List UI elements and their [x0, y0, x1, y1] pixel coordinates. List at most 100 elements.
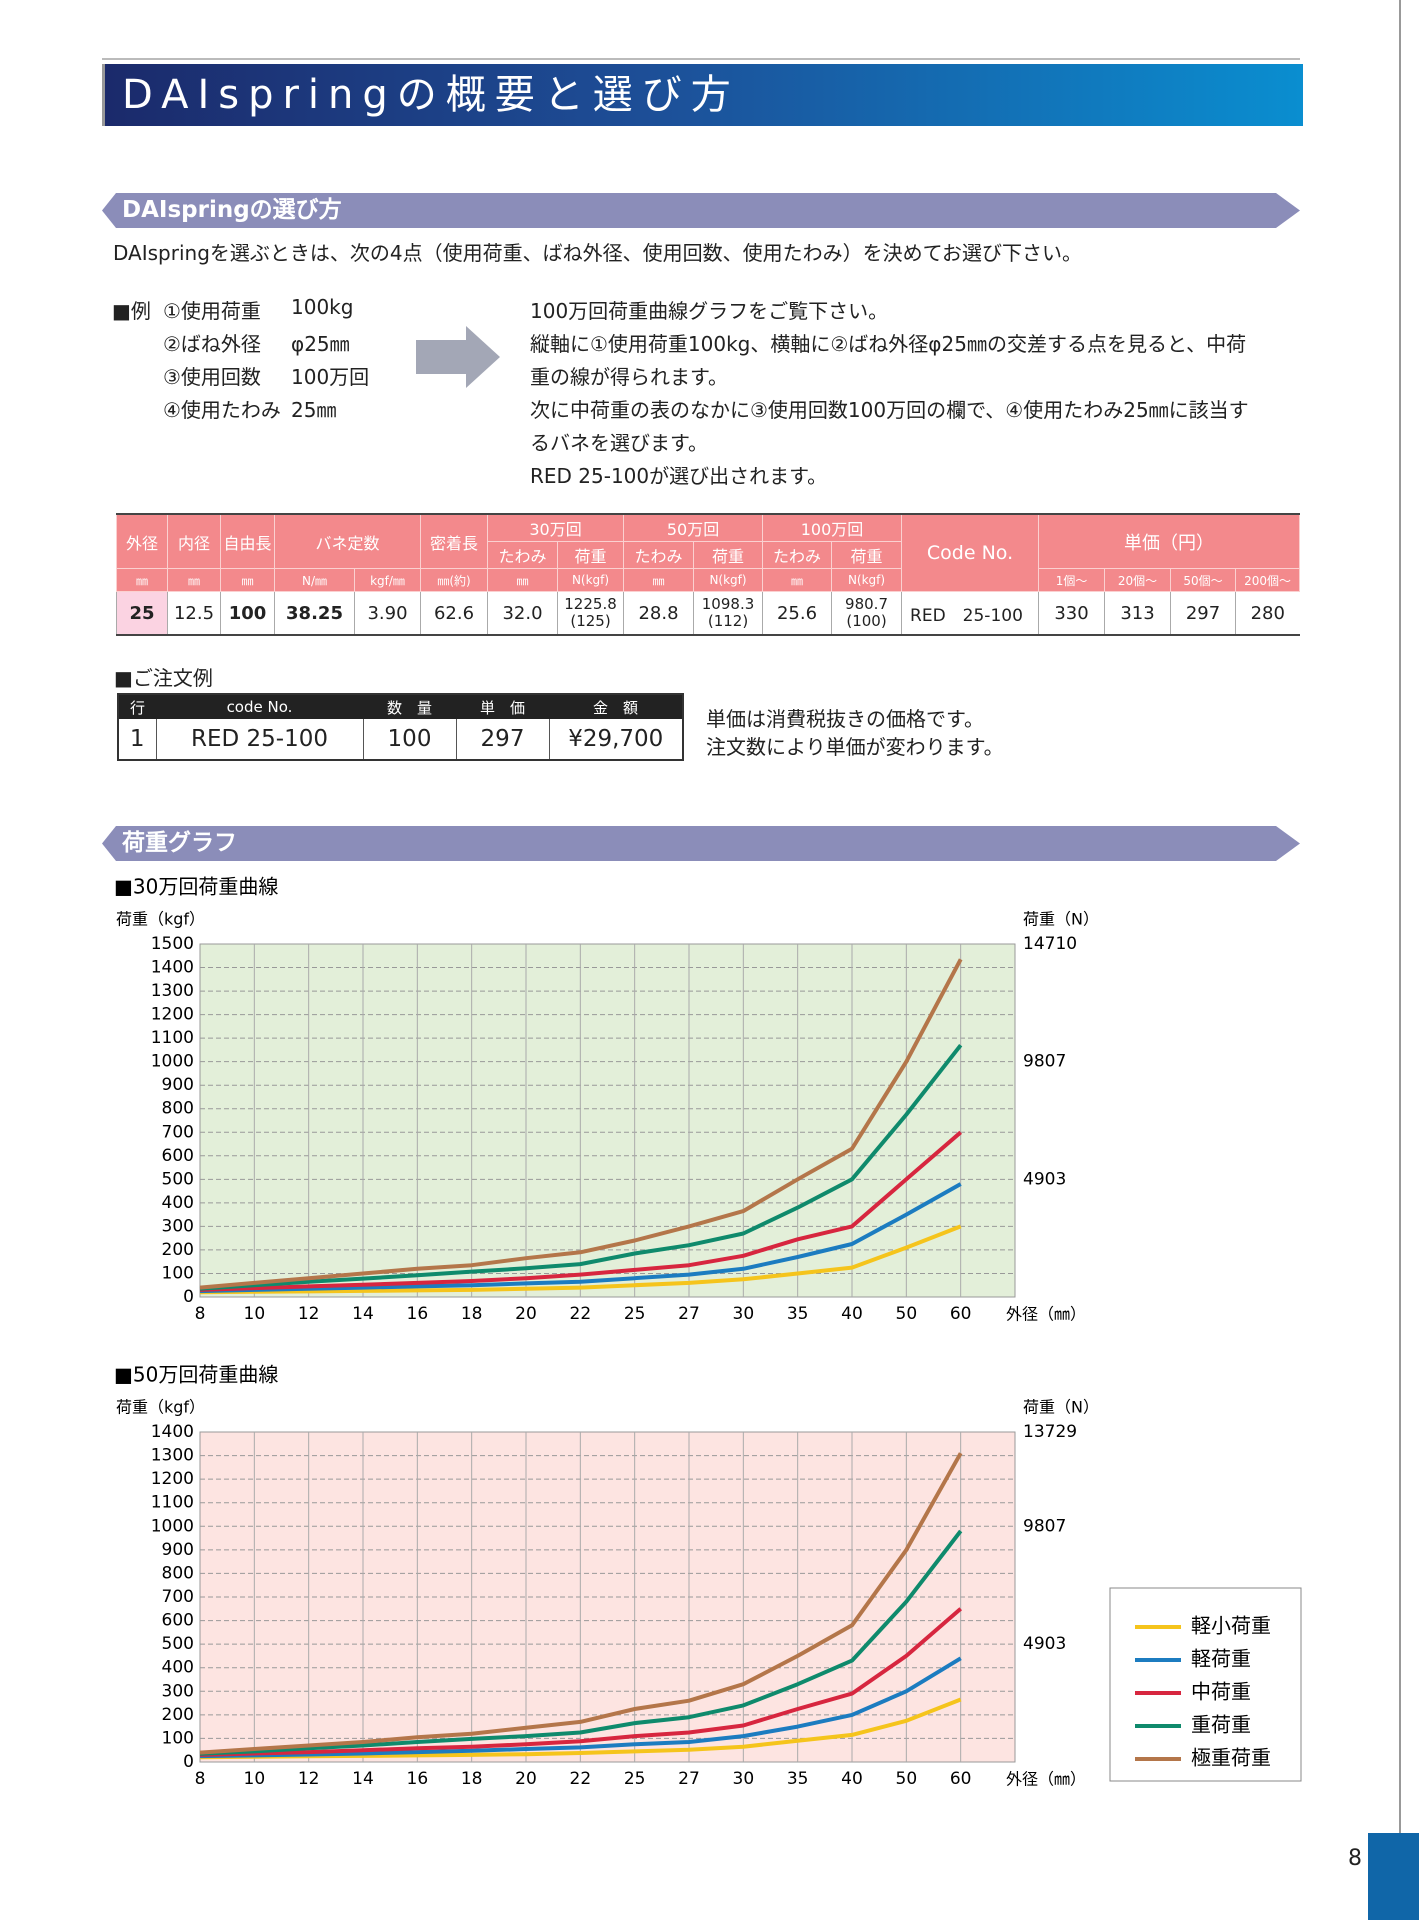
header-cell: 30万回: [487, 513, 625, 542]
y2-axis-label: 荷重（N）: [1023, 1398, 1099, 1417]
series-line: [199, 1182, 962, 1294]
x-tick-label: 8: [195, 1304, 206, 1324]
section-heading: 荷重グラフ: [102, 826, 1300, 861]
series-line: [199, 958, 963, 1290]
header-cell: 荷重: [831, 541, 903, 569]
x-tick-label: 60: [950, 1304, 972, 1324]
data-cell: 32.0: [487, 591, 558, 635]
x-tick-label: 16: [407, 1304, 429, 1324]
y-tick-label: 500: [162, 1634, 194, 1654]
x-tick-label: 30: [733, 1304, 755, 1324]
explanation-line: 次に中荷重の表のなかに③使用回数100万回の欄で、④使用たわみ25㎜に該当す: [530, 398, 1249, 422]
y-tick-label: 0: [183, 1752, 194, 1772]
series-line: [199, 1607, 963, 1757]
x-tick-label: 27: [678, 1304, 700, 1324]
order-row: 1 RED 25-100 100 297 ¥29,700: [117, 719, 683, 760]
x-tick-label: 20: [515, 1304, 537, 1324]
y-tick-label: 1400: [151, 958, 194, 978]
chart-title: ■30万回荷重曲線: [114, 875, 278, 899]
example-item: ③使用回数: [163, 365, 261, 389]
unit-cell: ㎜: [623, 568, 695, 592]
y-tick-label: 400: [162, 1193, 194, 1213]
legend-label: 重荷重: [1191, 1713, 1251, 1737]
data-cell: 3.90: [353, 591, 421, 635]
unit-cell: N(kgf): [831, 568, 903, 592]
y-tick-label: 400: [162, 1658, 194, 1678]
note: 単価は消費税抜きの価格です。: [706, 707, 984, 731]
series-line: [199, 1130, 963, 1292]
x-tick-label: 16: [407, 1769, 429, 1789]
data-cell: 12.5: [167, 591, 221, 635]
title-bar: [102, 64, 1303, 126]
order-cell: 100: [362, 719, 456, 760]
y-tick-label: 700: [162, 1122, 194, 1142]
order-header-cell: code No.: [156, 694, 363, 719]
data-cell: 28.8: [623, 591, 694, 635]
data-cell: 330: [1038, 591, 1105, 635]
header-cell: 荷重: [557, 541, 625, 569]
y-tick-label: 100: [162, 1263, 194, 1283]
section-heading: DAIspringの選び方: [102, 193, 1300, 228]
x-tick-label: 35: [787, 1769, 809, 1789]
example-value: 100kg: [291, 295, 354, 319]
y-tick-label: 1300: [151, 1446, 194, 1466]
example-item: ①使用荷重: [163, 299, 261, 323]
order-cell: ¥29,700: [548, 719, 683, 760]
cell-line: (112): [707, 612, 749, 630]
data-cell: 297: [1170, 591, 1236, 635]
header-cell: 自由長: [220, 513, 275, 569]
header-cell: たわみ: [623, 541, 695, 569]
example-value: 100万回: [291, 365, 370, 389]
cell-line: (100): [846, 612, 887, 630]
x-tick-label: 30: [733, 1769, 755, 1789]
y-tick-label: 900: [162, 1075, 194, 1095]
y2-tick-label: 13729: [1023, 1422, 1077, 1442]
order-heading: ■ご注文例: [114, 666, 213, 690]
header-cell: バネ定数: [273, 513, 422, 569]
order-header: 行 code No. 数 量単 価金 額: [118, 694, 683, 719]
header-cell: 単価（円）: [1038, 513, 1301, 569]
x-axis-label: 外径（㎜）: [1006, 1770, 1086, 1789]
arrow: [416, 326, 500, 388]
unit-cell: N(kgf): [693, 568, 764, 592]
data-cell: 25: [116, 591, 168, 635]
y-tick-label: 600: [162, 1611, 194, 1631]
x-tick-label: 18: [461, 1769, 483, 1789]
data-cell: 38.25: [274, 591, 355, 635]
data-row: 25 12.5 100 38.25 3.90 62.6 32.0 1225.8 (125) 28.…: [116, 591, 1300, 635]
cell-line: (125): [570, 612, 611, 630]
unit-cell: 1個～: [1038, 568, 1106, 592]
legend-label: 極重荷重: [1191, 1746, 1271, 1770]
series-line: [199, 1043, 963, 1291]
x-tick-label: 22: [570, 1304, 592, 1324]
x-tick-label: 25: [624, 1769, 646, 1789]
series-line: [199, 1224, 962, 1295]
explanation-line: 100万回荷重曲線グラフをご覧下さい。: [530, 299, 889, 323]
legend-label: 軽小荷重: [1191, 1614, 1271, 1638]
order-header-cell: 行: [118, 694, 156, 719]
order-header-cell: 数 量: [363, 694, 456, 719]
y2-tick-label: 14710: [1023, 934, 1077, 954]
spec-table: 外径 内径 自由長 バネ定数 密着長 30万回 50万回 100万回 Code …: [116, 513, 1301, 636]
data-cell: RED 25-100: [901, 591, 1039, 635]
example-value: 25㎜: [291, 398, 337, 422]
x-tick-label: 14: [352, 1304, 374, 1324]
x-tick-label: 50: [896, 1769, 918, 1789]
y2-axis-label: 荷重（N）: [1023, 910, 1099, 929]
y-tick-label: 1200: [151, 1469, 194, 1489]
y-tick-label: 100: [162, 1728, 194, 1748]
header-cell: 内径: [167, 513, 221, 569]
order-cell: RED 25-100: [155, 719, 363, 760]
x-tick-label: 50: [896, 1304, 918, 1324]
note: 注文数により単価が変わります。: [706, 735, 1004, 759]
y-tick-label: 200: [162, 1705, 194, 1725]
x-tick-label: 10: [244, 1304, 266, 1324]
y-tick-label: 700: [162, 1587, 194, 1607]
unit-cell: ㎜: [487, 568, 559, 592]
header-cell: たわみ: [762, 541, 833, 569]
